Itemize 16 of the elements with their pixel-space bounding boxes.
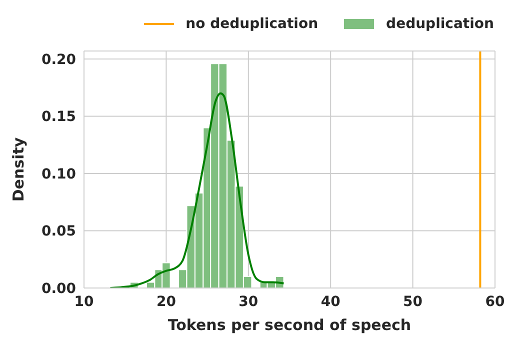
y-axis-title: Density — [9, 137, 28, 202]
y-tick-label: 0.15 — [41, 109, 76, 126]
y-tick-label: 0.00 — [41, 280, 76, 297]
line-series — [109, 92, 285, 288]
y-tick-label: 0.10 — [41, 166, 76, 182]
x-axis-title: Tokens per second of speech — [168, 316, 412, 334]
y-tick-label: 0.20 — [41, 52, 76, 68]
x-tick-label: 50 — [403, 294, 423, 310]
legend-label: deduplication — [386, 16, 494, 32]
y-tick-label: 0.05 — [41, 224, 76, 240]
x-tick-label: 20 — [156, 294, 176, 310]
x-tick-label: 40 — [320, 294, 341, 310]
x-tick-label: 10 — [74, 294, 94, 310]
x-tick-label: 60 — [485, 294, 505, 310]
x-tick-label: 30 — [238, 294, 258, 310]
legend-label: no deduplication — [186, 16, 318, 32]
